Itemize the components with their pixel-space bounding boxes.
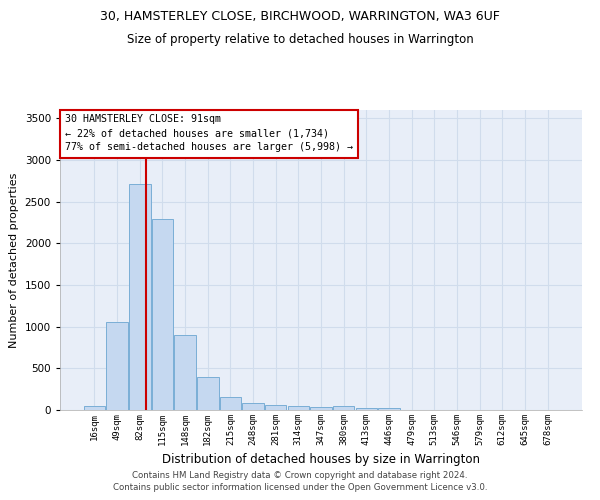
Bar: [356, 408, 377, 410]
Text: Contains public sector information licensed under the Open Government Licence v3: Contains public sector information licen…: [113, 484, 487, 492]
Bar: [378, 408, 400, 410]
Text: 30 HAMSTERLEY CLOSE: 91sqm
← 22% of detached houses are smaller (1,734)
77% of s: 30 HAMSTERLEY CLOSE: 91sqm ← 22% of deta…: [65, 114, 353, 152]
Bar: [106, 322, 128, 410]
Bar: [175, 336, 196, 410]
X-axis label: Distribution of detached houses by size in Warrington: Distribution of detached houses by size …: [162, 454, 480, 466]
Y-axis label: Number of detached properties: Number of detached properties: [9, 172, 19, 348]
Bar: [152, 219, 173, 410]
Bar: [287, 406, 309, 410]
Bar: [197, 376, 218, 410]
Text: 30, HAMSTERLEY CLOSE, BIRCHWOOD, WARRINGTON, WA3 6UF: 30, HAMSTERLEY CLOSE, BIRCHWOOD, WARRING…: [100, 10, 500, 23]
Text: Contains HM Land Registry data © Crown copyright and database right 2024.: Contains HM Land Registry data © Crown c…: [132, 471, 468, 480]
Bar: [84, 406, 105, 410]
Bar: [310, 406, 332, 410]
Bar: [220, 396, 241, 410]
Bar: [242, 402, 264, 410]
Text: Size of property relative to detached houses in Warrington: Size of property relative to detached ho…: [127, 32, 473, 46]
Bar: [265, 405, 286, 410]
Bar: [129, 184, 151, 410]
Bar: [333, 406, 355, 410]
